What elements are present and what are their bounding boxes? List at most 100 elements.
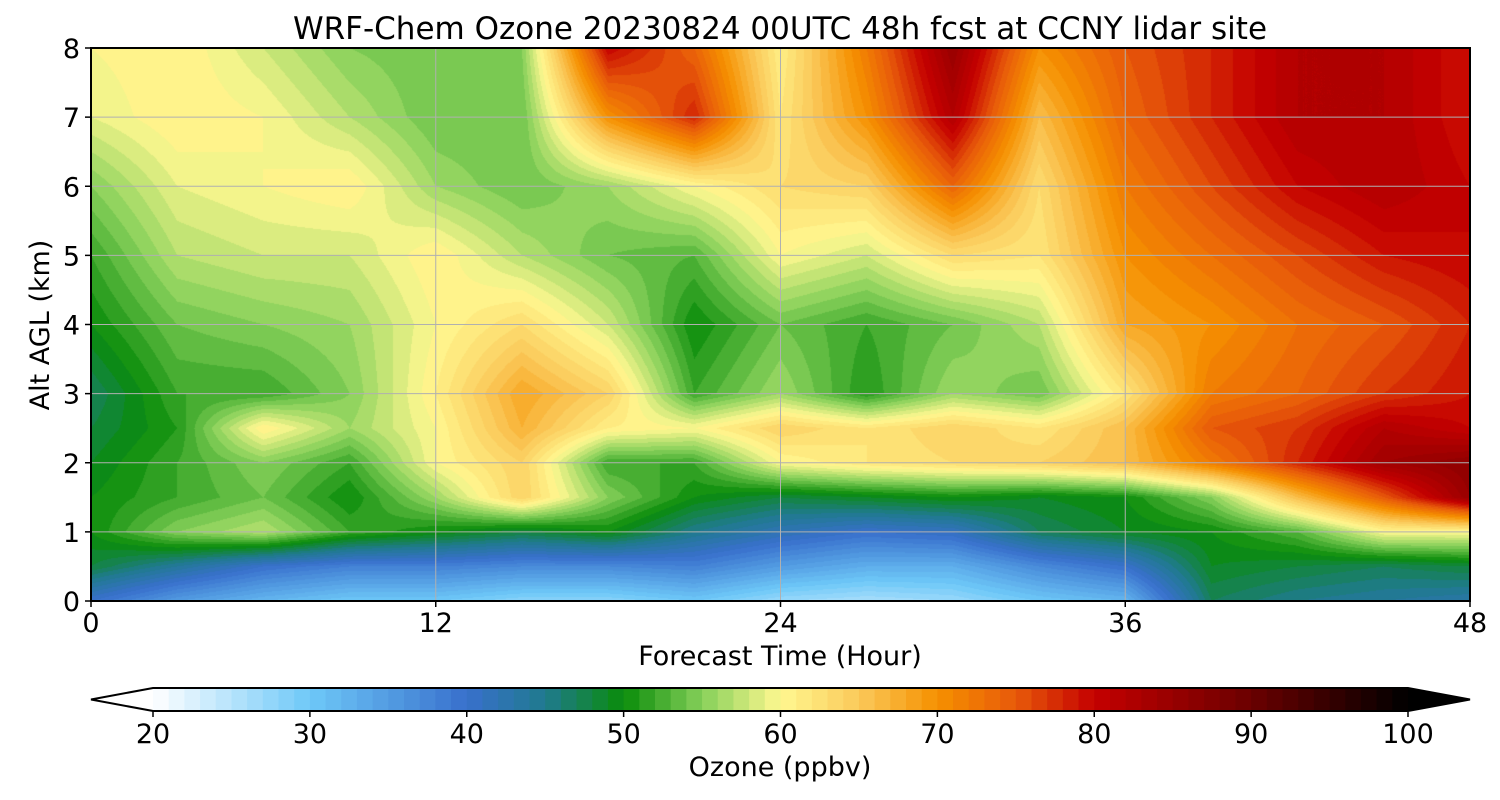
colorbar-swatch: [1235, 688, 1252, 711]
colorbar-swatch: [1078, 688, 1095, 711]
colorbar-swatch: [1298, 688, 1315, 711]
x-axis-label: Forecast Time (Hour): [638, 641, 922, 672]
colorbar-swatch: [968, 688, 986, 711]
colorbar-swatch: [1031, 688, 1048, 711]
chart-title: WRF-Chem Ozone 20230824 00UTC 48h fcst a…: [293, 11, 1267, 47]
colorbar-swatch: [670, 688, 687, 711]
colorbar-swatch: [843, 688, 860, 711]
colorbar-swatch: [1188, 688, 1205, 711]
colorbar-swatch: [906, 688, 923, 711]
colorbar-swatch: [733, 688, 750, 711]
colorbar-swatch: [827, 688, 844, 711]
colorbar-swatch: [404, 688, 421, 711]
colorbar-swatch: [1125, 688, 1142, 711]
colorbar-swatch: [1219, 688, 1237, 711]
colorbar-tick-label: 70: [920, 719, 954, 750]
colorbar-swatch: [419, 688, 436, 711]
colorbar-swatch: [372, 688, 389, 711]
colorbar-swatch: [1266, 688, 1284, 711]
colorbar-swatch: [937, 688, 954, 711]
colorbar-swatch: [341, 688, 358, 711]
colorbar-swatch: [921, 688, 938, 711]
y-axis-label: Alt AGL (km): [25, 240, 56, 411]
colorbar-swatches: [153, 688, 1409, 711]
colorbar-swatch: [498, 688, 515, 711]
x-tick-label: 12: [419, 608, 453, 639]
colorbar-ticks: 20 30 40 50 60 70 80 90 100: [136, 711, 1434, 750]
colorbar-swatch: [451, 688, 468, 711]
colorbar-swatch: [639, 688, 656, 711]
colorbar-swatch: [1157, 688, 1174, 711]
colorbar-tick-label: 30: [293, 719, 327, 750]
colorbar-swatch: [702, 688, 719, 711]
colorbar-swatch: [1015, 688, 1033, 711]
colorbar-swatch: [749, 688, 766, 711]
colorbar-swatch: [184, 688, 201, 711]
colorbar: 20 30 40 50 60 70 80 90 100 Ozone (ppbv): [90, 687, 1471, 783]
x-tick-label: 48: [1453, 608, 1487, 639]
colorbar-swatch: [309, 688, 327, 711]
y-tick-label: 0: [63, 587, 80, 618]
colorbar-swatch: [1329, 688, 1346, 711]
plot-frame: [90, 47, 1471, 602]
y-tick-label: 6: [63, 172, 80, 203]
colorbar-tick-label: 80: [1077, 719, 1111, 750]
colorbar-swatch: [1172, 688, 1189, 711]
colorbar-swatch: [1313, 688, 1331, 711]
y-tick-label: 8: [63, 34, 80, 65]
colorbar-swatch: [262, 688, 280, 711]
colorbar-over-arrow: [1408, 688, 1470, 711]
colorbar-swatch: [953, 688, 970, 711]
colorbar-tick-label: 90: [1234, 719, 1268, 750]
colorbar-swatch: [655, 688, 672, 711]
colorbar-tick-label: 50: [606, 719, 640, 750]
colorbar-swatch: [1282, 688, 1299, 711]
colorbar-swatch: [858, 688, 876, 711]
colorbar-swatch: [435, 688, 452, 711]
colorbar-swatch: [874, 688, 891, 711]
y-tick-label: 3: [63, 380, 80, 411]
colorbar-swatch: [231, 688, 248, 711]
colorbar-swatch: [811, 688, 829, 711]
colorbar-swatch: [780, 688, 797, 711]
colorbar-swatch: [482, 688, 499, 711]
colorbar-swatch: [1360, 688, 1378, 711]
colorbar-tick-label: 100: [1382, 719, 1434, 750]
colorbar-swatch: [466, 688, 484, 711]
y-tick-label: 1: [63, 518, 80, 549]
colorbar-tick-label: 40: [450, 719, 484, 750]
colorbar-label: Ozone (ppbv): [689, 752, 872, 783]
colorbar-swatch: [623, 688, 640, 711]
colorbar-swatch: [1062, 688, 1080, 711]
colorbar-swatch: [717, 688, 735, 711]
colorbar-swatch: [576, 688, 593, 711]
colorbar-swatch: [1141, 688, 1158, 711]
y-tick-label: 5: [63, 241, 80, 272]
colorbar-swatch: [168, 688, 185, 711]
colorbar-swatch: [388, 688, 405, 711]
colorbar-swatch: [1392, 688, 1409, 711]
colorbar-swatch: [545, 688, 562, 711]
x-axis-ticks: 0 12 24 36 48: [82, 601, 1487, 639]
colorbar-swatch: [1047, 688, 1064, 711]
colorbar-swatch: [529, 688, 546, 711]
y-tick-label: 7: [63, 103, 80, 134]
colorbar-swatch: [796, 688, 813, 711]
colorbar-swatch: [1376, 688, 1393, 711]
colorbar-swatch: [592, 688, 609, 711]
colorbar-swatch: [890, 688, 907, 711]
colorbar-swatch: [607, 688, 625, 711]
colorbar-swatch: [1094, 688, 1111, 711]
colorbar-swatch: [247, 688, 264, 711]
colorbar-swatch: [278, 688, 295, 711]
colorbar-swatch: [984, 688, 1001, 711]
colorbar-swatch: [200, 688, 217, 711]
colorbar-swatch: [686, 688, 703, 711]
x-tick-label: 36: [1108, 608, 1142, 639]
colorbar-swatch: [764, 688, 782, 711]
colorbar-swatch: [356, 688, 374, 711]
colorbar-swatch: [1000, 688, 1017, 711]
colorbar-swatch: [1109, 688, 1127, 711]
colorbar-swatch: [294, 688, 311, 711]
